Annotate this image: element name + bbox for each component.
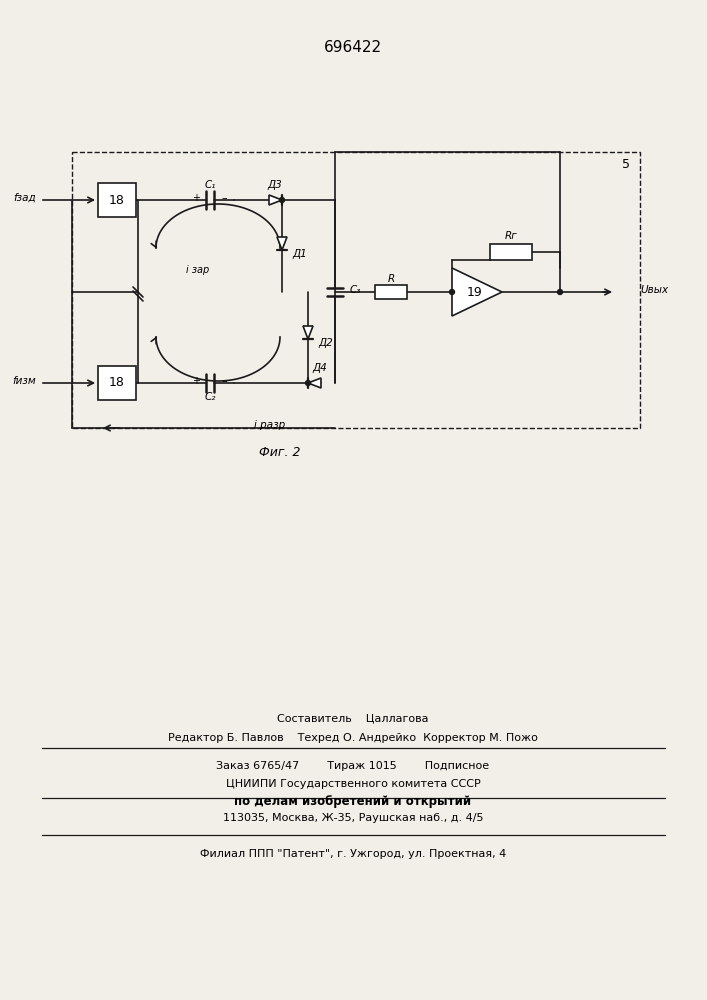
Bar — [490, 244, 532, 260]
Text: C₂: C₂ — [204, 392, 216, 402]
Circle shape — [279, 198, 284, 202]
Text: C₃: C₃ — [349, 285, 361, 295]
Text: Д3: Д3 — [268, 180, 282, 190]
Text: i разр: i разр — [255, 420, 286, 430]
Bar — [72, 152, 640, 428]
Polygon shape — [277, 237, 287, 250]
Text: +: + — [192, 376, 200, 386]
Text: R: R — [387, 274, 395, 284]
Text: 696422: 696422 — [324, 40, 382, 55]
Text: Редактор Б. Павлов    Техред О. Андрейко  Корректор М. Пожо: Редактор Б. Павлов Техред О. Андрейко Ко… — [168, 733, 538, 743]
Text: 18: 18 — [109, 194, 125, 207]
Text: Д4: Д4 — [312, 363, 327, 373]
Polygon shape — [308, 378, 321, 388]
Circle shape — [450, 290, 455, 294]
Bar — [375, 285, 407, 299]
Text: Д2: Д2 — [319, 338, 334, 348]
Bar — [98, 183, 136, 217]
Text: +: + — [192, 193, 200, 203]
Text: –: – — [221, 376, 227, 386]
Text: Rг: Rг — [505, 231, 518, 241]
Text: C₁: C₁ — [204, 180, 216, 190]
Polygon shape — [452, 268, 502, 316]
Polygon shape — [303, 326, 313, 339]
Text: 19: 19 — [467, 286, 483, 298]
Text: 113035, Москва, Ж-35, Раушская наб., д. 4/5: 113035, Москва, Ж-35, Раушская наб., д. … — [223, 813, 484, 823]
Text: ЦНИИПИ Государственного комитета СССР: ЦНИИПИ Государственного комитета СССР — [226, 779, 480, 789]
Text: 18: 18 — [109, 376, 125, 389]
Text: Составитель    Цаллагова: Составитель Цаллагова — [277, 713, 428, 723]
Text: fизм: fизм — [12, 376, 36, 386]
Text: Д1: Д1 — [293, 249, 308, 259]
Circle shape — [305, 380, 310, 385]
Circle shape — [558, 290, 563, 294]
Text: Филиал ППП "Патент", г. Ужгород, ул. Проектная, 4: Филиал ППП "Патент", г. Ужгород, ул. Про… — [200, 849, 506, 859]
Text: Заказ 6765/47        Тираж 1015        Подписное: Заказ 6765/47 Тираж 1015 Подписное — [216, 761, 489, 771]
Text: fзад: fзад — [13, 193, 36, 203]
Text: –: – — [221, 193, 227, 203]
Text: 5: 5 — [622, 157, 630, 170]
Bar — [98, 366, 136, 400]
Text: Uвых: Uвых — [640, 285, 668, 295]
Text: Фиг. 2: Фиг. 2 — [259, 446, 300, 458]
Polygon shape — [269, 195, 282, 205]
Text: по делам изобретений и открытий: по делам изобретений и открытий — [235, 796, 472, 808]
Text: i зар: i зар — [187, 265, 209, 275]
